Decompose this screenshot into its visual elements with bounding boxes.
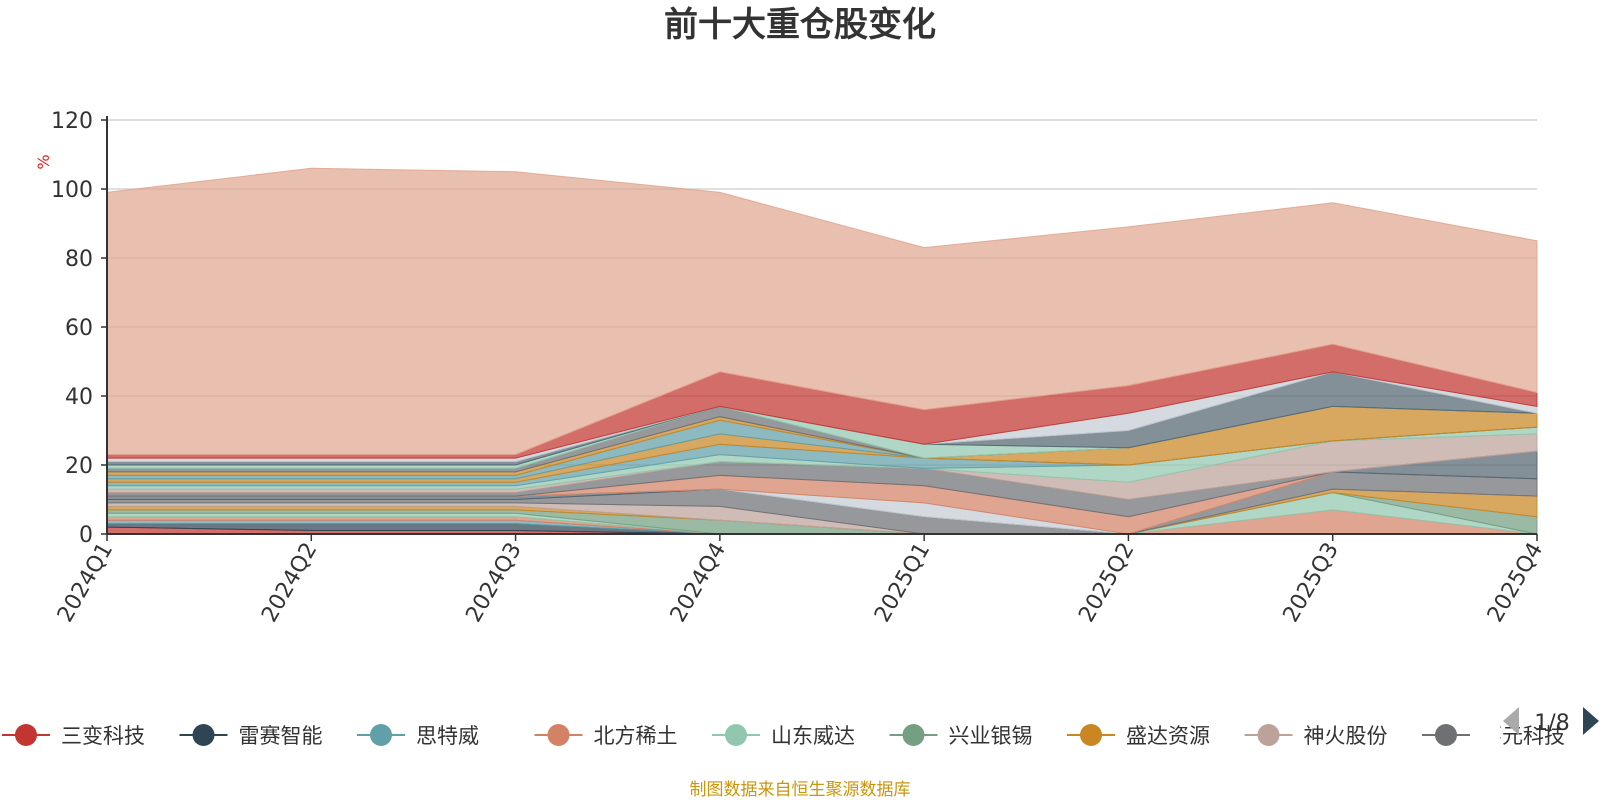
area-其他[interactable] [106,167,1538,456]
legend-item[interactable]: 北方稀土 [534,724,678,748]
legend-marker-icon [725,724,747,746]
legend-item[interactable]: 兴业银锡 [889,724,1033,748]
legend-label: 雷赛智能 [239,724,323,748]
legend-marker-icon [1257,724,1280,746]
data-source-note: 制图数据来自恒生聚源数据库 [690,780,911,800]
x-tick-label: 2024Q2 [257,539,322,627]
y-axis-unit: % [34,154,53,169]
legend[interactable]: 三变科技 雷赛智能 思特威 北方稀土 山东威达 兴业银锡 盛达资源 神火股份 嘉元科技 [2,708,1565,748]
legend-label: 北方稀土 [594,724,678,748]
legend-marker-icon [370,724,392,746]
legend-item[interactable]: 神火股份 [1244,724,1388,748]
legend-marker-icon [1080,724,1102,746]
legend-marker-icon [192,724,215,746]
legend-label: 三变科技 [61,724,145,748]
legend-item[interactable]: 三变科技 [2,724,145,748]
y-axis-ticks: 0 20 40 60 80 100 120 [51,109,107,548]
y-tick-label: 80 [65,247,93,272]
x-axis-ticks: 2024Q1 2024Q2 2024Q3 2024Q4 2025Q1 2025Q2 2025… [53,534,1548,627]
x-tick-label: 2024Q1 [53,539,118,627]
legend-marker-icon [547,724,570,746]
x-tick-label: 2024Q4 [666,539,731,627]
x-tick-label: 2025Q3 [1279,539,1344,627]
y-tick-label: 120 [51,109,93,134]
x-tick-label: 2025Q2 [1074,539,1139,627]
y-tick-label: 20 [65,454,93,479]
legend-item[interactable]: 山东威达 [712,724,855,748]
legend-label: 山东威达 [771,724,855,748]
legend-label: 兴业银锡 [949,724,1033,748]
y-tick-label: 60 [65,316,93,341]
chart-title: 前十大重仓股变化 [664,5,936,45]
legend-pager: 1/8 [1503,707,1599,736]
y-tick-label: 100 [51,178,93,203]
stacked-areas [106,167,1538,535]
y-tick-label: 0 [79,523,93,548]
legend-marker-icon [1435,724,1457,746]
legend-item[interactable]: 雷赛智能 [179,724,323,748]
x-tick-label: 2024Q3 [461,539,526,627]
x-tick-label: 2025Q4 [1483,539,1548,627]
legend-label: 思特威 [416,724,479,748]
legend-marker-icon [902,724,925,746]
x-tick-label: 2025Q1 [870,539,935,627]
legend-label: 神火股份 [1304,724,1388,748]
legend-prev-page-icon[interactable] [1503,707,1519,735]
legend-next-page-icon[interactable] [1583,707,1599,735]
legend-marker-icon [15,724,37,746]
y-tick-label: 40 [65,385,93,410]
legend-clip-mask [1482,708,1500,748]
legend-page-indicator: 1/8 [1534,711,1569,736]
legend-item[interactable]: 盛达资源 [1067,724,1210,748]
legend-item[interactable]: 思特威 [357,724,479,748]
legend-label: 盛达资源 [1126,724,1210,748]
